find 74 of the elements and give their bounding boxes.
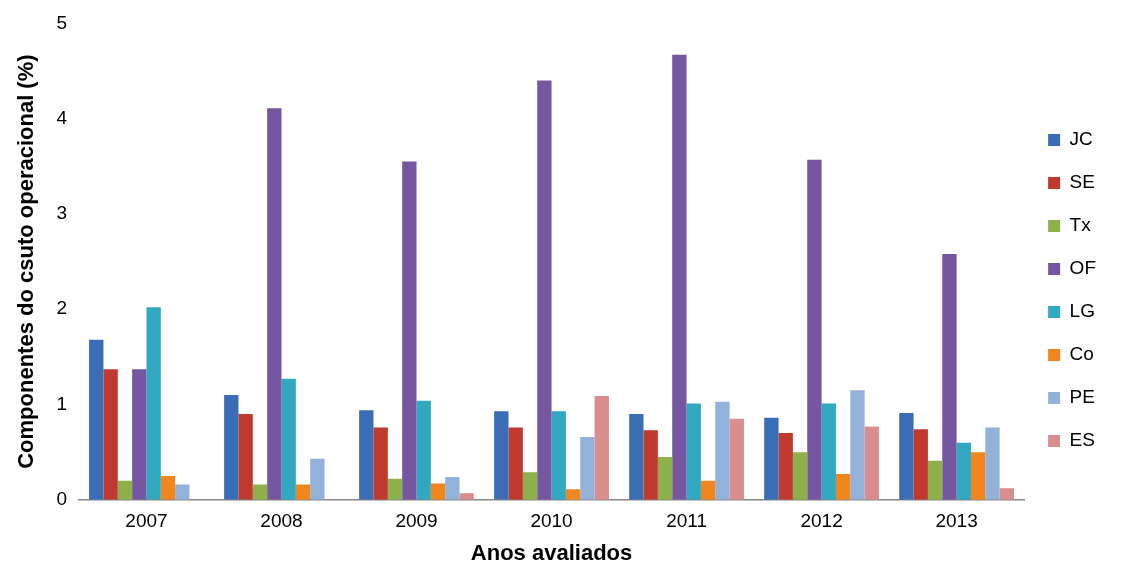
x-tick-label: 2012 (800, 510, 843, 532)
bar (985, 427, 1000, 500)
bar (970, 452, 986, 500)
bar (899, 413, 914, 500)
bar (103, 369, 118, 500)
bar (537, 80, 552, 500)
bar (700, 480, 716, 500)
x-tick-label: 2009 (395, 510, 438, 532)
bar (927, 460, 943, 500)
bar (494, 411, 509, 500)
bar (310, 458, 325, 500)
x-tick-label: 2013 (935, 510, 978, 532)
bar (522, 472, 538, 500)
x-tick-label: 2010 (530, 510, 573, 532)
bar (686, 403, 701, 500)
bar (715, 401, 730, 500)
x-tick-label: 2007 (125, 510, 168, 532)
bar (850, 390, 865, 500)
x-tick-label: 2008 (260, 510, 303, 532)
bar (807, 159, 822, 500)
bar (387, 478, 403, 500)
y-tick-label: 4 (56, 106, 68, 128)
bar (778, 433, 793, 500)
legend-label: JC (1069, 128, 1093, 150)
bar (224, 394, 239, 500)
bar (146, 307, 161, 500)
bar (999, 488, 1014, 500)
y-tick-label: 2 (56, 297, 67, 319)
bar (402, 161, 417, 500)
bar (580, 436, 595, 500)
bar (89, 339, 104, 500)
bar (629, 414, 644, 500)
bar (551, 411, 566, 500)
bar (132, 369, 147, 500)
bar (117, 480, 133, 500)
legend-label: PE (1069, 386, 1095, 408)
bar (643, 430, 658, 500)
bar (672, 54, 687, 500)
legend-label: SE (1069, 171, 1095, 193)
bar (445, 476, 460, 500)
bar (864, 426, 879, 500)
bar (913, 429, 928, 500)
bar (764, 417, 779, 500)
bar (657, 456, 673, 500)
legend-label: Co (1069, 343, 1094, 365)
bar (565, 489, 581, 500)
bar (430, 483, 446, 500)
bar (238, 414, 253, 500)
legend-label: LG (1069, 300, 1095, 322)
bar (821, 403, 836, 500)
bar (281, 378, 296, 500)
bar (835, 474, 851, 500)
bar (267, 108, 282, 500)
bar (942, 253, 957, 500)
bar (160, 475, 176, 500)
legend-label: ES (1069, 429, 1095, 451)
bar (175, 484, 190, 500)
x-axis-title: Anos avaliados (470, 539, 633, 565)
y-tick-label: 1 (56, 392, 67, 414)
bar (792, 452, 808, 500)
bar (373, 427, 388, 500)
bar (416, 400, 431, 500)
y-tick-label: 3 (56, 202, 67, 224)
y-axis-title: Componentes do csuto operacional (%) (13, 54, 39, 469)
y-tick-label: 0 (56, 488, 67, 510)
bar (956, 442, 971, 500)
legend-label: Tx (1069, 214, 1092, 236)
bar (359, 410, 374, 500)
bar (508, 427, 523, 500)
bar (729, 418, 744, 500)
bar (594, 395, 609, 500)
y-tick-label: 5 (56, 11, 67, 33)
legend-label: OF (1069, 257, 1097, 279)
x-tick-label: 2011 (666, 510, 707, 532)
